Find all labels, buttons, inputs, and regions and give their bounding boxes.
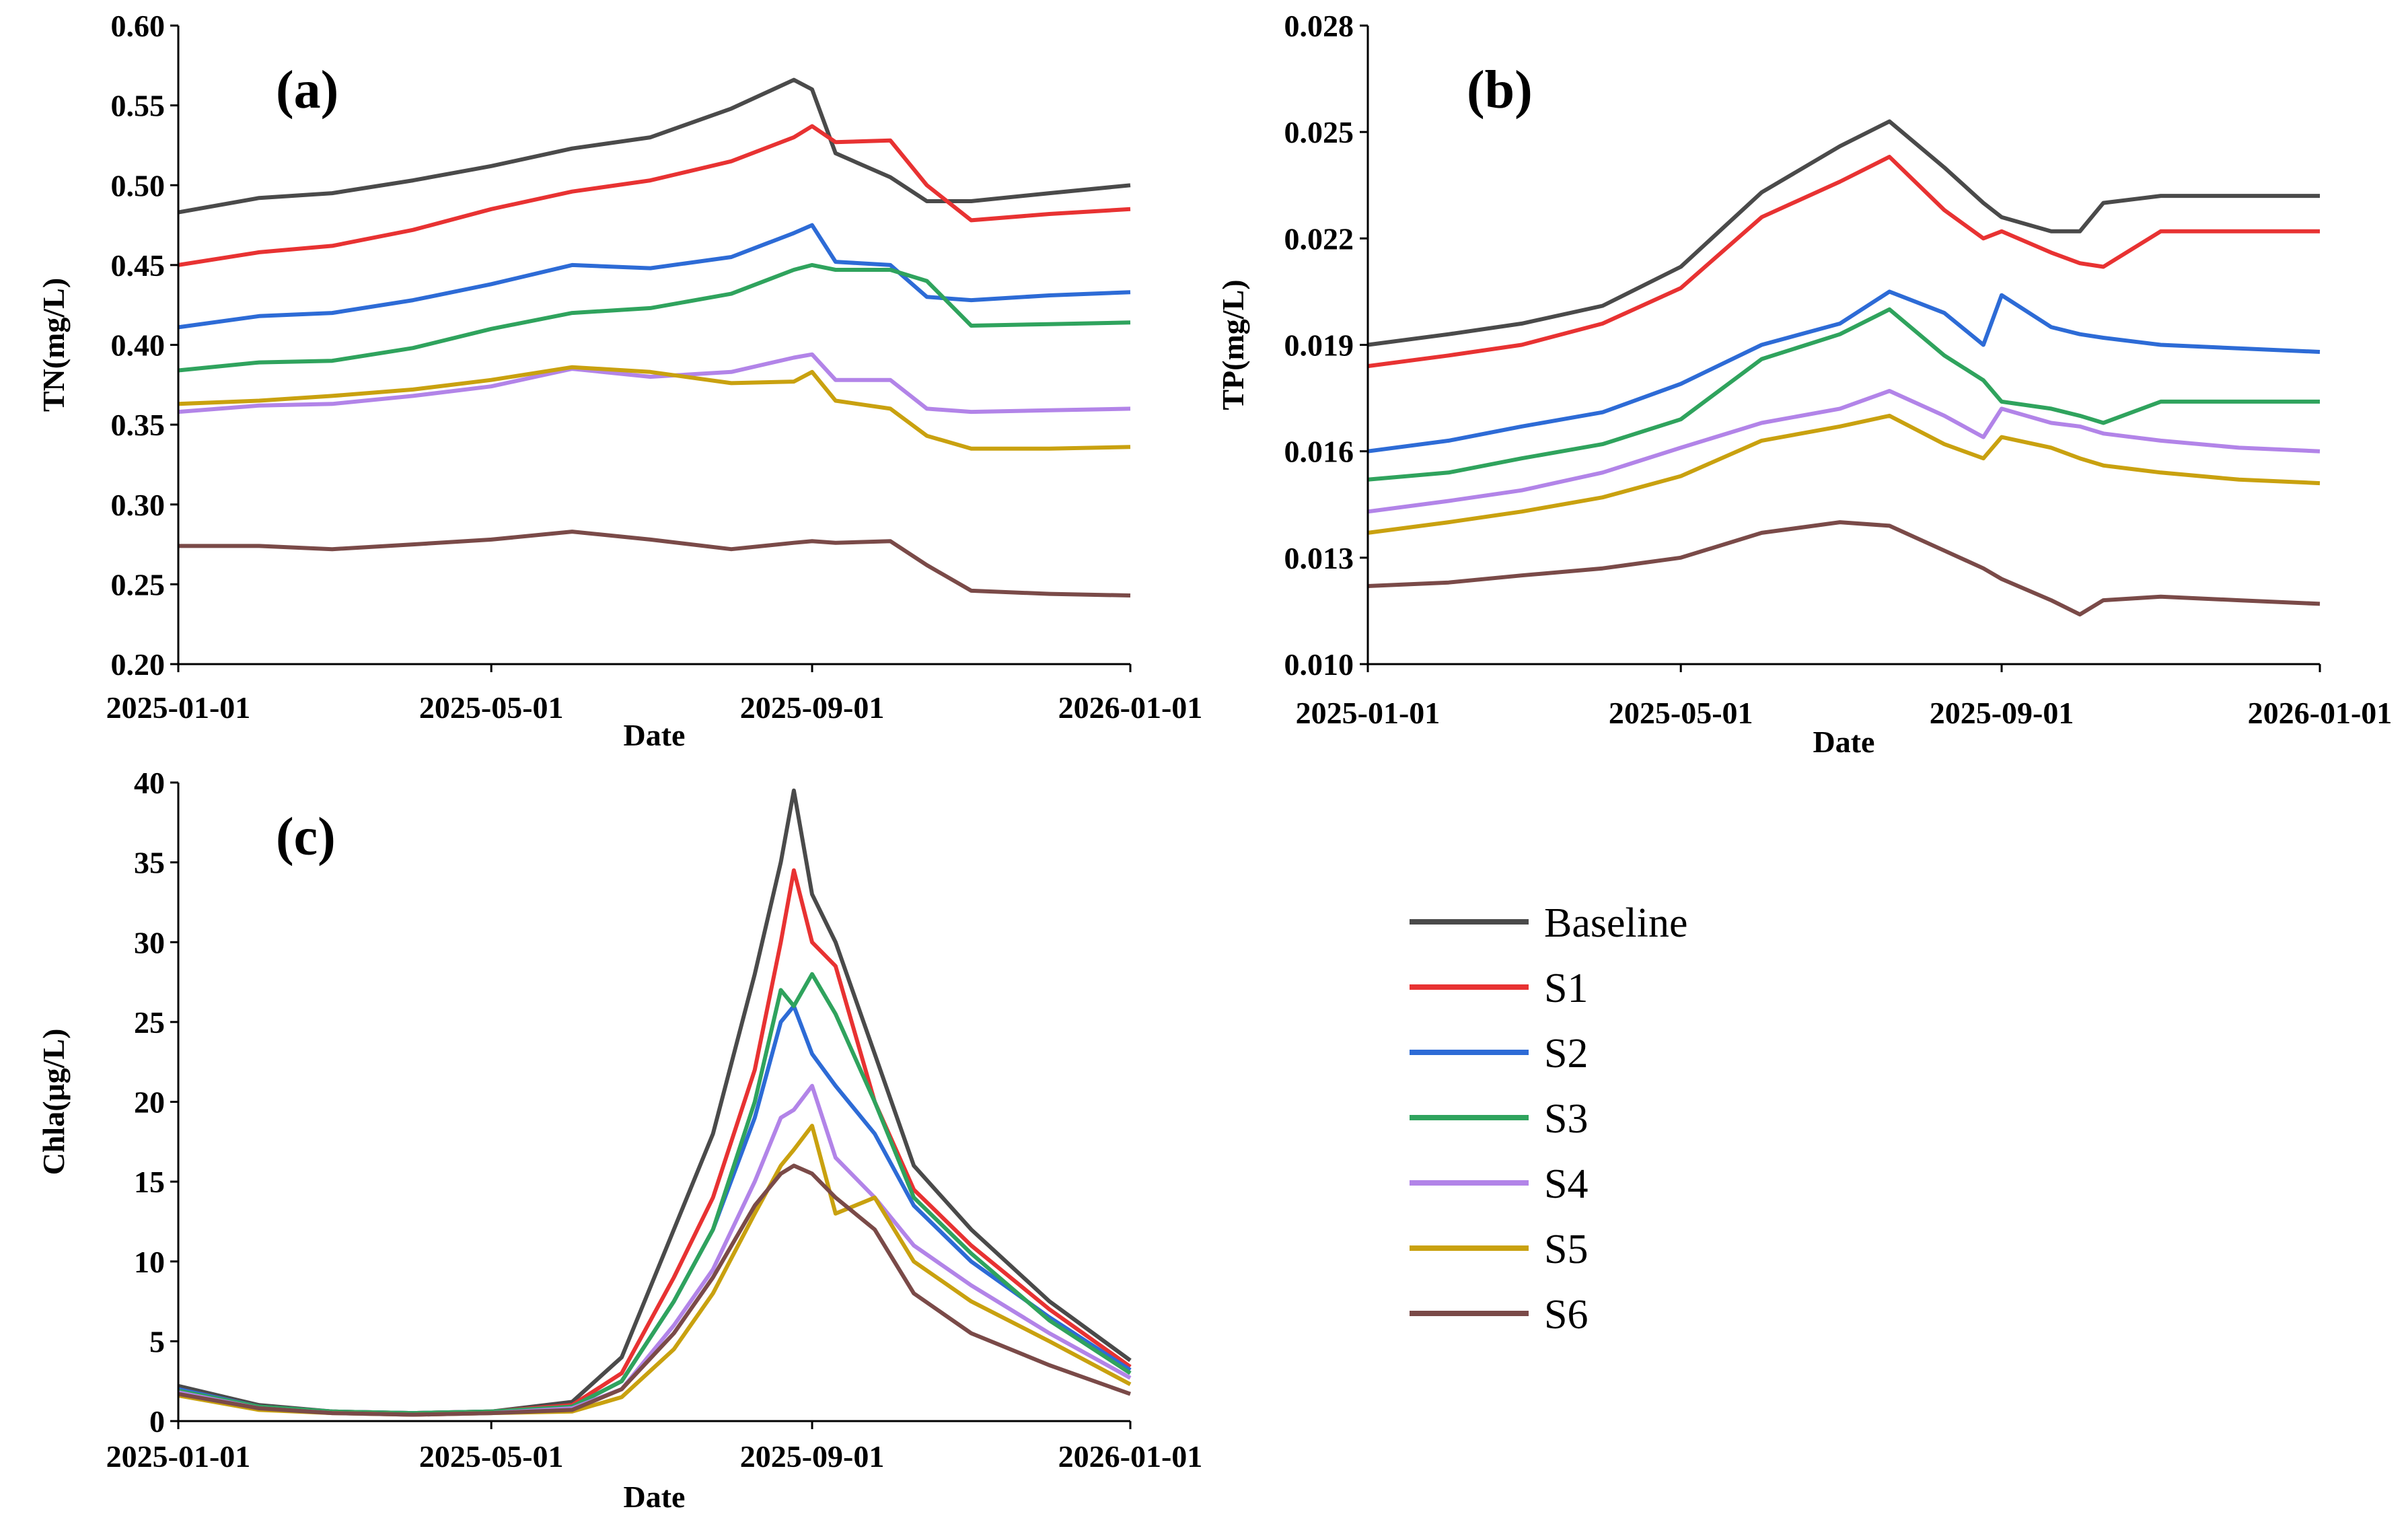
y-tick-label: 0.019: [1284, 328, 1354, 363]
series-line-s3: [178, 262, 1131, 373]
y-axis-label: TN(mg/L): [36, 278, 71, 412]
y-tick-label: 0.45: [111, 248, 166, 283]
y-tick-label: 0.55: [111, 89, 166, 123]
y-tick-label: 0.50: [111, 168, 166, 203]
series-line-s4: [1367, 389, 2321, 514]
y-tick-label: 5: [149, 1324, 165, 1359]
y-tick-label: 15: [134, 1165, 165, 1199]
x-axis-label: Date: [624, 718, 686, 752]
series-line-s6: [178, 1163, 1132, 1417]
legend-label-s3: S3: [1544, 1096, 1588, 1142]
y-tick-label: 0.25: [111, 567, 166, 602]
legend-label-s6: S6: [1544, 1292, 1588, 1338]
legend-label-baseline: Baseline: [1544, 900, 1688, 946]
y-tick-label: 0.010: [1284, 647, 1354, 682]
series-line-s1: [178, 124, 1131, 267]
x-tick-label: 2025-09-01: [740, 690, 885, 725]
panel-label: (b): [1467, 61, 1533, 120]
series-line-s6: [178, 530, 1131, 598]
y-tick-label: 0: [149, 1404, 165, 1439]
series-line-s2: [178, 223, 1131, 330]
x-tick-label: 2025-09-01: [740, 1439, 885, 1474]
y-tick-label: 0.022: [1284, 221, 1354, 256]
y-tick-label: 0.30: [111, 488, 166, 522]
series-line-s5: [178, 1124, 1132, 1417]
series-line-s2: [1367, 289, 2321, 454]
legend-label-s5: S5: [1544, 1227, 1588, 1272]
y-tick-label: 10: [134, 1245, 165, 1279]
legend-label-s1: S1: [1544, 966, 1588, 1011]
y-tick-label: 30: [134, 925, 165, 960]
panel-label: (a): [276, 61, 338, 120]
x-tick-label: 2025-01-01: [106, 1439, 251, 1474]
x-tick-label: 2025-09-01: [1930, 696, 2074, 730]
panel-label: (c): [276, 807, 336, 867]
x-tick-label: 2026-01-01: [1058, 1439, 1203, 1474]
series-line-baseline: [178, 788, 1132, 1416]
legend-label-s2: S2: [1544, 1031, 1588, 1077]
y-tick-label: 25: [134, 1005, 165, 1040]
series-line-s6: [1367, 520, 2321, 617]
x-axis-label: Date: [1813, 725, 1875, 759]
x-axis-label: Date: [624, 1480, 686, 1514]
y-tick-label: 0.20: [111, 647, 166, 682]
y-tick-label: 0.40: [111, 328, 166, 363]
y-tick-label: 40: [134, 766, 165, 800]
series-line-s4: [178, 352, 1131, 414]
x-tick-label: 2025-01-01: [1296, 696, 1440, 730]
x-tick-label: 2026-01-01: [1058, 690, 1203, 725]
y-tick-label: 0.028: [1284, 9, 1354, 43]
y-tick-label: 0.016: [1284, 435, 1354, 469]
x-tick-label: 2026-01-01: [2248, 696, 2393, 730]
panel-c-chart: 0 5 10 15 20 25 30 35 40 2025-01-01 2025-05-01 2025…: [36, 766, 1202, 1514]
y-tick-label: 0.60: [111, 9, 166, 43]
series-line-baseline: [1367, 119, 2320, 347]
y-tick-label: 0.013: [1284, 541, 1354, 575]
x-tick-label: 2025-05-01: [1609, 696, 1753, 730]
series-line-s5: [1367, 413, 2321, 535]
panel-a-chart: 0.20 0.25 0.30 0.35 0.40 0.45 0.50 0.55 0.60 2025…: [36, 9, 1202, 752]
y-tick-label: 0.025: [1284, 115, 1354, 149]
y-axis-label: TP(mg/L): [1216, 279, 1250, 410]
x-tick-label: 2025-01-01: [106, 690, 251, 725]
legend: Baseline S1 S2 S3 S4 S5 S6: [1410, 900, 1688, 1338]
y-tick-label: 35: [134, 846, 165, 880]
series-line-s3: [1367, 307, 2320, 482]
series-line-s5: [178, 365, 1131, 451]
panel-b-chart: 0.010 0.013 0.016 0.019 0.022 0.025 0.028 2025-…: [1216, 9, 2392, 759]
y-tick-label: 0.35: [111, 408, 166, 442]
series-line-s1: [1367, 155, 2320, 369]
legend-label-s4: S4: [1544, 1161, 1588, 1207]
x-tick-label: 2025-05-01: [419, 690, 564, 725]
x-tick-label: 2025-05-01: [419, 1439, 564, 1474]
y-tick-label: 20: [134, 1085, 165, 1120]
y-axis-label: Chla(μg/L): [36, 1029, 71, 1175]
